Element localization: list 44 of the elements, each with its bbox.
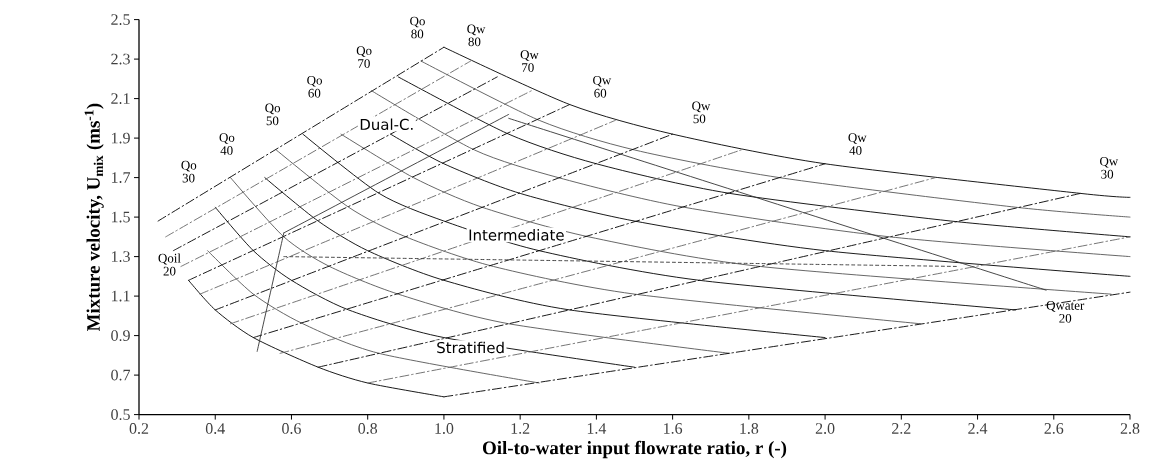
y-tick-label: 0.7 (111, 369, 131, 381)
y-tick-label: 1.9 (111, 132, 130, 144)
x-axis-title: Oil-to-water input flowrate ratio, r (-) (482, 440, 787, 459)
x-tick-label: 1.0 (435, 423, 454, 434)
y-tick-label: 0.5 (111, 409, 130, 421)
annotation: Qw 60 (593, 75, 612, 98)
annotation: Qoil 20 (158, 253, 181, 276)
y-tick-label: 1.5 (111, 211, 130, 223)
x-tick-label: 1.2 (511, 423, 530, 434)
x-tick-label: 2.6 (1044, 423, 1064, 434)
x-tick-label: 1.8 (740, 423, 759, 434)
x-tick-label: 0.4 (205, 423, 225, 434)
x-tick-label: 2.8 (1120, 423, 1140, 434)
annotation: Qo 50 (265, 103, 281, 126)
annotation: Stratified (437, 341, 504, 354)
x-tick-label: 1.6 (664, 423, 683, 434)
annotation: Qwater 20 (1046, 301, 1085, 323)
x-tick-label: 0.2 (129, 423, 149, 434)
annotation: Qw 40 (848, 133, 867, 155)
y-tick-label: 1.7 (111, 172, 131, 183)
annotation: Qo 40 (219, 133, 235, 155)
annotation: Qw 80 (467, 24, 486, 47)
x-tick-label: 0.6 (282, 423, 301, 434)
annotation: Qo 70 (356, 46, 372, 68)
annotation: Qw 70 (520, 50, 539, 72)
annotation: Qw 30 (1100, 156, 1119, 179)
x-tick-label: 2.4 (968, 423, 988, 434)
y-tick-label: 1.1 (111, 290, 130, 302)
x-tick-label: 0.8 (358, 423, 378, 434)
annotation: Qw 50 (692, 101, 711, 124)
y-tick-label: 2.1 (111, 93, 130, 104)
y-tick-label: 0.9 (111, 330, 130, 342)
x-tick-label: 2.0 (815, 423, 835, 434)
annotation: Qo 60 (307, 75, 322, 98)
y-tick-label: 2.3 (111, 53, 130, 65)
y-tick-label: 2.5 (111, 14, 130, 25)
y-axis-title: Mixture velocity, U$_{mix}$ (ms$^{-1}$) (84, 103, 104, 332)
annotation: Qo 30 (181, 160, 197, 183)
annotation: Dual-C. (360, 118, 413, 131)
x-tick-label: 1.4 (587, 423, 607, 434)
annotation: Intermediate (469, 229, 564, 241)
annotation: Qo 80 (410, 16, 425, 39)
x-tick-label: 2.2 (892, 423, 911, 434)
y-tick-label: 1.3 (111, 251, 130, 262)
